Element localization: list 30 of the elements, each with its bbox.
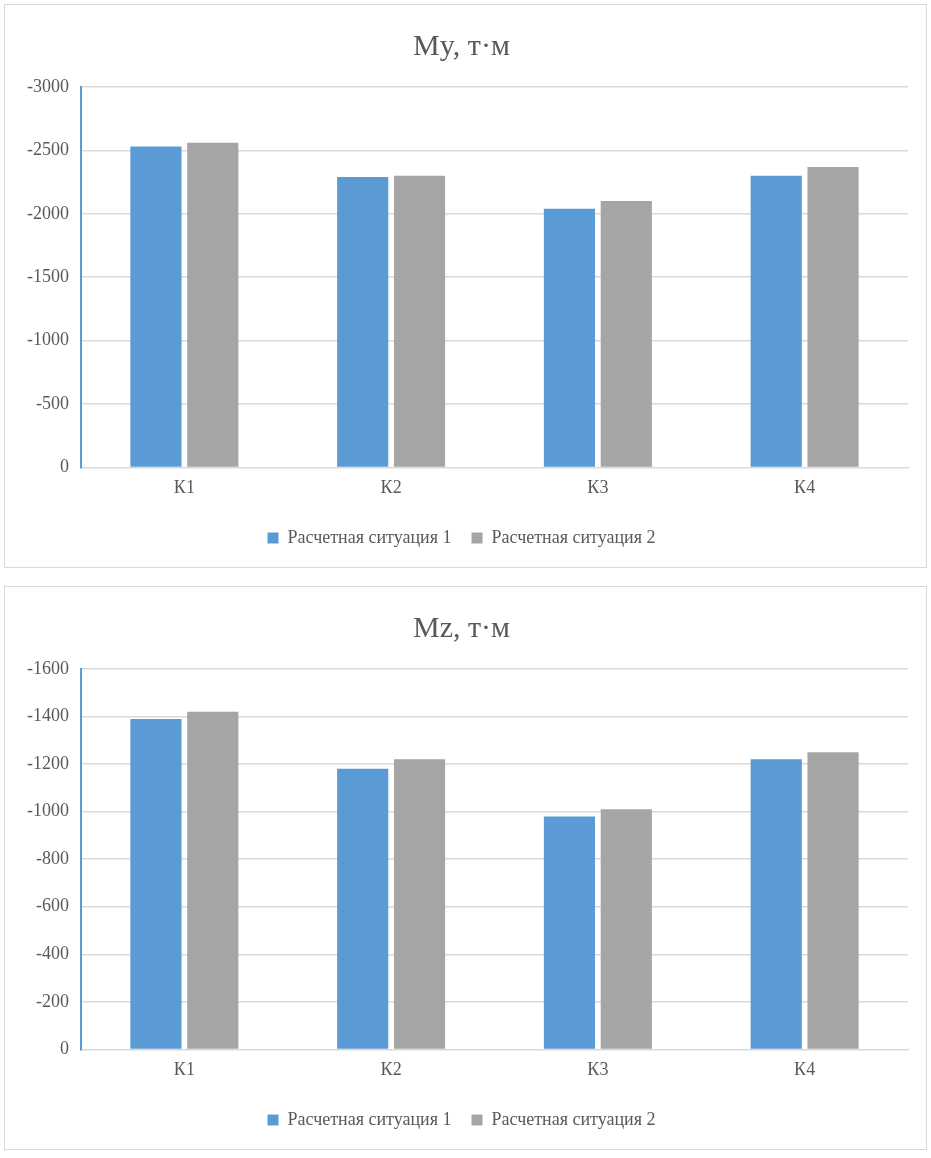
legend-label: Расчетная ситуация 1: [287, 526, 452, 547]
y-tick-label: 0: [59, 456, 69, 477]
y-tick-label: -1000: [26, 329, 69, 350]
y-tick-label: 0: [59, 1038, 69, 1059]
chart-title: Mz, т·м: [412, 609, 511, 643]
x-tick-label: К1: [173, 1058, 195, 1079]
y-tick-label: -1600: [26, 657, 69, 678]
y-tick-label: -400: [35, 943, 69, 964]
y-tick-label: -800: [35, 847, 69, 868]
x-tick-label: К4: [794, 1058, 816, 1079]
y-tick-label: -500: [35, 392, 69, 413]
y-tick-label: -200: [35, 990, 69, 1011]
legend-label: Расчетная ситуация 2: [491, 1108, 656, 1129]
chart-title: My, т·м: [413, 27, 510, 61]
x-tick-label: К2: [380, 476, 402, 497]
x-tick-label: К3: [587, 1058, 609, 1079]
y-tick-label: -2500: [26, 139, 69, 160]
y-tick-label: -1200: [26, 752, 69, 773]
x-tick-label: К1: [173, 476, 195, 497]
y-tick-label: -1000: [26, 800, 69, 821]
legend-label: Расчетная ситуация 2: [491, 526, 656, 547]
y-tick-label: -2000: [26, 202, 69, 223]
x-tick-label: К4: [794, 476, 816, 497]
x-tick-label: К3: [587, 476, 609, 497]
y-tick-label: -3000: [26, 75, 69, 96]
y-tick-label: -1500: [26, 265, 69, 286]
x-tick-label: К2: [380, 1058, 402, 1079]
legend-label: Расчетная ситуация 1: [287, 1108, 452, 1129]
y-tick-label: -600: [35, 895, 69, 916]
y-tick-label: -1400: [26, 705, 69, 726]
